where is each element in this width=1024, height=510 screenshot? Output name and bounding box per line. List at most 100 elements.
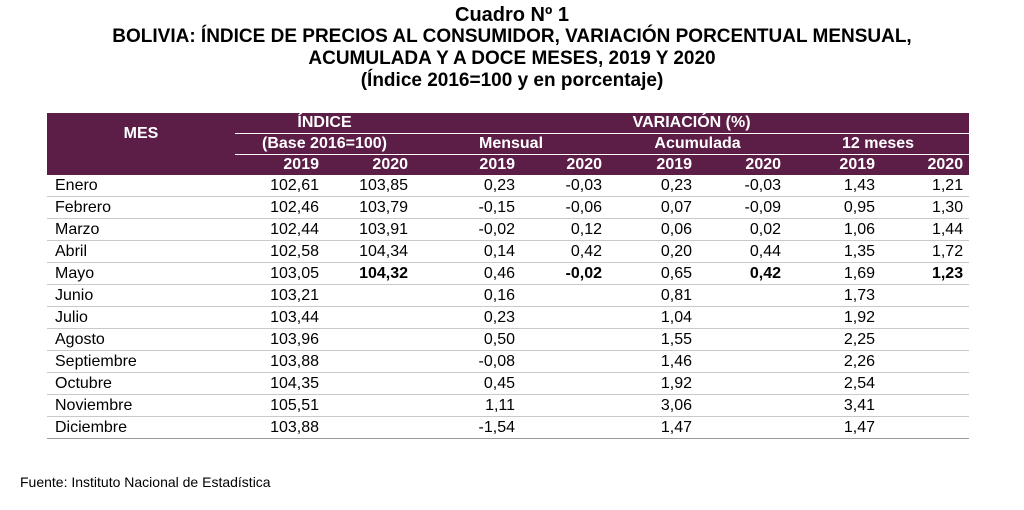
table-row: Enero 102,61 103,85 0,23 -0,03 0,23 -0,03 1,43 1… bbox=[47, 175, 970, 197]
value-cell: 2,54 bbox=[787, 372, 882, 395]
value-cell: 1,69 bbox=[787, 262, 882, 285]
value-cell: -0,03 bbox=[521, 175, 609, 197]
table-header: MES ÍNDICE VARIACIÓN (%) (Base 2016=100)… bbox=[47, 113, 970, 175]
table-row: Febrero 102,46 103,79 -0,15 -0,06 0,07 -0,09 0,… bbox=[47, 196, 970, 219]
header-empty bbox=[47, 154, 235, 175]
value-cell bbox=[325, 328, 415, 351]
value-cell: 0,45 bbox=[414, 372, 522, 395]
value-cell bbox=[325, 350, 415, 373]
table-row: Abril 102,58 104,34 0,14 0,42 0,20 0,44 1,35 1,7… bbox=[47, 240, 970, 263]
value-cell: -0,09 bbox=[698, 196, 788, 219]
month-cell: Abril bbox=[47, 240, 235, 263]
value-cell bbox=[325, 416, 415, 439]
value-cell: 0,12 bbox=[521, 218, 609, 241]
header-year: 2020 bbox=[521, 154, 609, 175]
table-row: Octubre 104,35 0,45 1,92 2,54 bbox=[47, 372, 970, 395]
value-cell: 103,88 bbox=[235, 350, 325, 373]
month-cell: Agosto bbox=[47, 328, 235, 351]
value-cell bbox=[325, 372, 415, 395]
value-cell: 103,79 bbox=[325, 196, 415, 219]
value-cell bbox=[698, 394, 788, 417]
value-cell: 0,14 bbox=[414, 240, 522, 263]
header-year: 2019 bbox=[787, 154, 882, 175]
value-cell: 102,44 bbox=[235, 218, 325, 241]
value-cell bbox=[881, 306, 970, 329]
source-note: Fuente: Instituto Nacional de Estadístic… bbox=[20, 474, 271, 490]
value-cell: 105,51 bbox=[235, 394, 325, 417]
value-cell: 1,92 bbox=[608, 372, 699, 395]
value-cell: 1,11 bbox=[414, 394, 522, 417]
table-row: Marzo 102,44 103,91 -0,02 0,12 0,06 0,02 1,06 1,… bbox=[47, 218, 970, 241]
value-cell bbox=[521, 328, 609, 351]
value-cell: 2,26 bbox=[787, 350, 882, 373]
value-cell: 0,50 bbox=[414, 328, 522, 351]
value-cell: 0,95 bbox=[787, 196, 882, 219]
table-subtitle: (Índice 2016=100 y en porcentaje) bbox=[360, 70, 664, 91]
header-base: (Base 2016=100) bbox=[235, 133, 415, 155]
value-cell bbox=[881, 394, 970, 417]
value-cell: 102,58 bbox=[235, 240, 325, 263]
value-cell: 103,88 bbox=[235, 416, 325, 439]
value-cell: 0,07 bbox=[608, 196, 699, 219]
value-cell bbox=[521, 416, 609, 439]
value-cell: 0,81 bbox=[608, 284, 699, 307]
value-cell: 1,73 bbox=[787, 284, 882, 307]
month-cell: Julio bbox=[47, 306, 235, 329]
table-row: Mayo 103,05 104,32 0,46 -0,02 0,65 0,42 1,69 1,2… bbox=[47, 262, 970, 285]
value-cell: 0,20 bbox=[608, 240, 699, 263]
table-number: Cuadro Nº 1 bbox=[455, 4, 569, 26]
value-cell bbox=[698, 372, 788, 395]
value-cell: -1,54 bbox=[414, 416, 522, 439]
value-cell: 1,06 bbox=[787, 218, 882, 241]
value-cell: 1,46 bbox=[608, 350, 699, 373]
value-cell: -0,15 bbox=[414, 196, 522, 219]
value-cell bbox=[521, 372, 609, 395]
value-cell: 103,44 bbox=[235, 306, 325, 329]
month-cell: Marzo bbox=[47, 218, 235, 241]
value-cell bbox=[698, 328, 788, 351]
value-cell bbox=[521, 394, 609, 417]
value-cell: 0,06 bbox=[608, 218, 699, 241]
header-variacion: VARIACIÓN (%) bbox=[414, 113, 970, 134]
value-cell: 0,44 bbox=[698, 240, 788, 263]
value-cell bbox=[521, 306, 609, 329]
value-cell bbox=[325, 306, 415, 329]
value-cell: 103,85 bbox=[325, 175, 415, 197]
value-cell bbox=[698, 306, 788, 329]
month-cell: Noviembre bbox=[47, 394, 235, 417]
value-cell: 0,46 bbox=[414, 262, 522, 285]
header-mensual: Mensual bbox=[414, 133, 609, 155]
month-cell: Junio bbox=[47, 284, 235, 307]
value-cell: -0,06 bbox=[521, 196, 609, 219]
table-row: Septiembre 103,88 -0,08 1,46 2,26 bbox=[47, 350, 970, 373]
month-cell: Septiembre bbox=[47, 350, 235, 373]
value-cell: 0,23 bbox=[414, 175, 522, 197]
value-cell: 1,43 bbox=[787, 175, 882, 197]
value-cell bbox=[881, 284, 970, 307]
value-cell bbox=[881, 328, 970, 351]
value-cell: 1,72 bbox=[881, 240, 970, 263]
value-cell bbox=[881, 372, 970, 395]
value-cell: 0,23 bbox=[608, 175, 699, 197]
header-indice: ÍNDICE bbox=[235, 113, 415, 134]
value-cell: 1,30 bbox=[881, 196, 970, 219]
header-year: 2019 bbox=[235, 154, 325, 175]
table-title-block: Cuadro Nº 1 BOLIVIA: ÍNDICE DE PRECIOS A… bbox=[0, 4, 1024, 92]
value-cell bbox=[698, 350, 788, 373]
value-cell: 0,16 bbox=[414, 284, 522, 307]
value-cell: 0,02 bbox=[698, 218, 788, 241]
table-row: Agosto 103,96 0,50 1,55 2,25 bbox=[47, 328, 970, 351]
header-acumulada: Acumulada bbox=[608, 133, 788, 155]
value-cell: 1,44 bbox=[881, 218, 970, 241]
value-cell bbox=[325, 284, 415, 307]
value-cell: 1,55 bbox=[608, 328, 699, 351]
value-cell: 1,47 bbox=[787, 416, 882, 439]
table-title-line-1: BOLIVIA: ÍNDICE DE PRECIOS AL CONSUMIDOR… bbox=[112, 26, 912, 47]
value-cell: -0,02 bbox=[414, 218, 522, 241]
value-cell bbox=[881, 350, 970, 373]
cpi-table: MES ÍNDICE VARIACIÓN (%) (Base 2016=100)… bbox=[47, 113, 970, 439]
value-cell: 3,06 bbox=[608, 394, 699, 417]
value-cell: 1,92 bbox=[787, 306, 882, 329]
value-cell: -0,03 bbox=[698, 175, 788, 197]
value-cell: 1,47 bbox=[608, 416, 699, 439]
